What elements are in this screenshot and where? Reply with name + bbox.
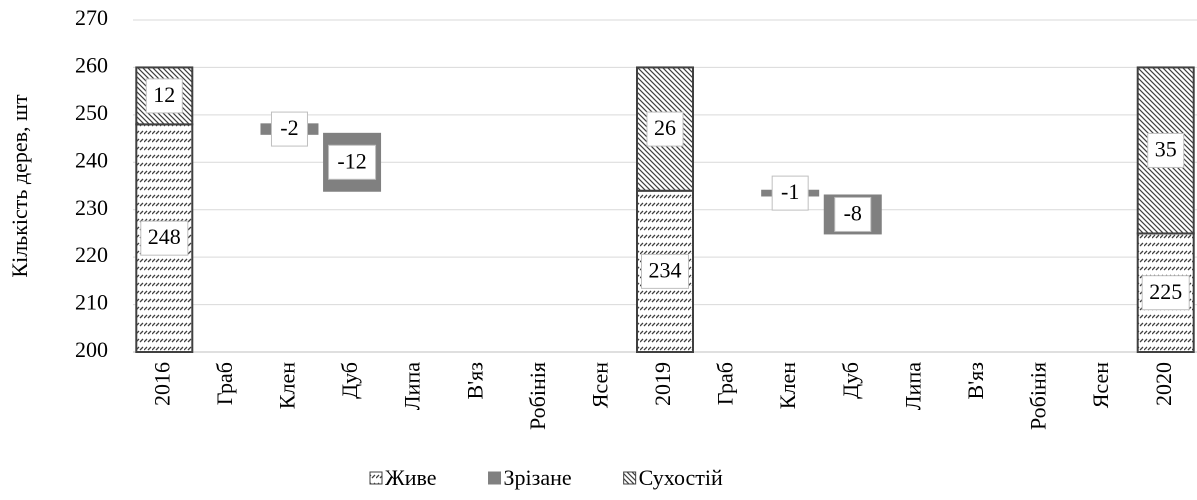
data-label-box [140, 220, 189, 256]
legend-swatch [488, 471, 502, 485]
data-label-box [641, 253, 689, 289]
y-tick-label: 200 [75, 337, 108, 362]
data-label: -8 [844, 201, 862, 226]
data-label: 35 [1155, 136, 1177, 161]
x-tick-label: Липа [400, 362, 425, 410]
bar-segment [1136, 66, 1195, 235]
x-tick-label: Робінія [525, 362, 550, 430]
x-tick-label: Ясен [1088, 362, 1113, 408]
legend-swatch [369, 471, 383, 485]
data-label-box [834, 196, 872, 232]
legend-label: Сухостій [639, 465, 723, 490]
x-tick-label: Дуб [337, 362, 362, 399]
x-tick-label: Липа [900, 362, 925, 410]
data-label: 12 [153, 82, 175, 107]
x-tick-label: Дуб [838, 362, 863, 399]
data-label: -12 [337, 148, 366, 173]
x-tick-label: Граб [212, 362, 237, 405]
y-tick-label: 250 [75, 100, 108, 125]
y-tick-label: 210 [75, 290, 108, 315]
legend-label: Зрізане [504, 465, 572, 490]
x-tick-label: Клен [275, 362, 300, 409]
data-label: -2 [280, 115, 298, 140]
x-tick-label: Граб [713, 362, 738, 405]
x-tick-label: Ясен [587, 362, 612, 408]
data-label-box [1147, 132, 1185, 168]
x-tick-label: 2016 [149, 362, 174, 406]
y-tick-label: 270 [75, 5, 108, 30]
x-tick-label: Робінія [1026, 362, 1051, 430]
x-tick-label: 2020 [1151, 362, 1176, 406]
data-label-box [1141, 275, 1190, 311]
y-axis-label: Кількість дерев, шт [7, 94, 32, 278]
data-label: -1 [781, 179, 799, 204]
data-label-box [771, 175, 809, 211]
legend-label: Живе [385, 465, 437, 490]
x-tick-label: В'яз [963, 362, 988, 399]
data-label: 248 [148, 224, 181, 249]
data-label: 26 [654, 115, 676, 140]
data-label-box [145, 78, 183, 114]
y-tick-label: 260 [75, 52, 108, 77]
data-label-box [328, 144, 377, 180]
data-label-box [646, 111, 684, 147]
legend-swatch [623, 471, 637, 485]
y-tick-label: 240 [75, 147, 108, 172]
x-tick-label: В'яз [462, 362, 487, 399]
x-tick-label: 2019 [650, 362, 675, 406]
data-label: 225 [1149, 279, 1182, 304]
data-label: 234 [649, 257, 682, 282]
x-tick-label: Клен [775, 362, 800, 409]
y-tick-label: 230 [75, 195, 108, 220]
y-tick-label: 220 [75, 242, 108, 267]
data-label-box [270, 111, 308, 147]
